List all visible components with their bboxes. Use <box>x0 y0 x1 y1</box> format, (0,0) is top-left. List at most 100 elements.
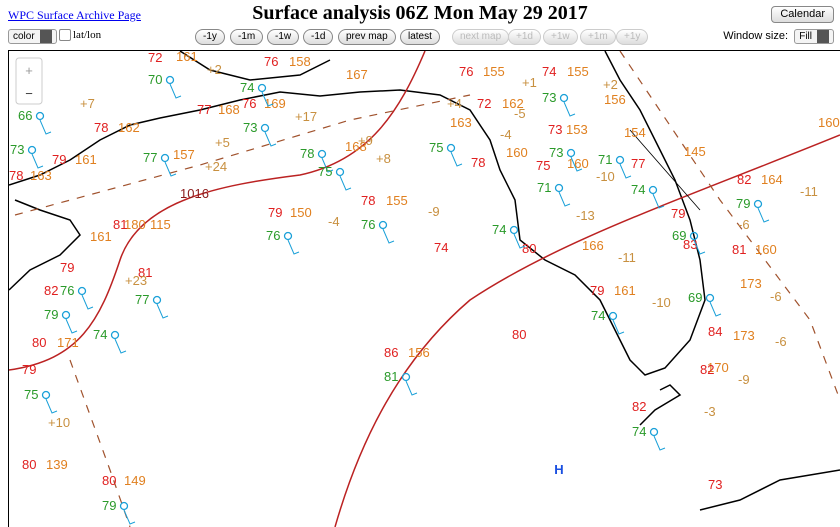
wind-barb <box>169 83 182 99</box>
latlon-label: lat/lon <box>73 29 102 41</box>
color-select[interactable]: color <box>8 29 57 44</box>
tendencie-label: +23 <box>125 273 147 288</box>
station-circle <box>446 143 456 153</box>
wind-barb <box>558 191 571 207</box>
latlon-option[interactable]: lat/lon <box>59 29 102 42</box>
dewpoint-label: 75 <box>24 387 38 402</box>
pressure-label: 170 <box>707 360 729 375</box>
station-circle <box>608 311 618 321</box>
window-size-select[interactable]: Fill <box>794 29 834 44</box>
station-circle <box>566 148 576 158</box>
tendencie-label: -11 <box>800 184 818 199</box>
station-circle <box>119 501 129 511</box>
dewpoint-label: 77 <box>143 150 157 165</box>
nav-button[interactable]: latest <box>400 29 440 45</box>
dewpoint-label: 76 <box>361 217 375 232</box>
station-circle <box>648 185 658 195</box>
temperature-label: 72 <box>477 96 491 111</box>
station-circle <box>705 293 715 303</box>
wind-barb <box>264 131 277 147</box>
temperature-label: 78 <box>94 120 108 135</box>
tendencie-label: +9 <box>358 133 373 148</box>
pressure-label: 160 <box>818 115 840 130</box>
temperature-label: 76 <box>459 64 473 79</box>
wind-barb <box>45 398 58 414</box>
temperature-label: 73 <box>548 122 562 137</box>
pressure-label: 173 <box>733 328 755 343</box>
station-circle <box>257 83 267 93</box>
pressure-label: 168 <box>345 139 367 154</box>
wind-barb <box>563 101 576 117</box>
zoom-control <box>15 57 43 105</box>
pressure-label: 180 <box>124 217 146 232</box>
dewpoint-label: 73 <box>10 142 24 157</box>
nav-button[interactable]: prev map <box>338 29 396 45</box>
dewpoint-label: 75 <box>429 140 443 155</box>
wind-barb <box>653 435 666 451</box>
nav-button[interactable]: -1w <box>267 29 300 45</box>
pressure-label: 149 <box>124 473 146 488</box>
calendar-button[interactable]: Calendar <box>771 6 834 23</box>
dewpoint-label: 74 <box>240 80 254 95</box>
nav-button[interactable]: -1d <box>303 29 334 45</box>
tendencie-label: -10 <box>652 295 671 310</box>
high-pressure: H <box>554 462 563 477</box>
wind-barb <box>450 151 463 167</box>
dewpoint-label: 69 <box>672 228 686 243</box>
dewpoint-label: 73 <box>549 145 563 160</box>
wind-barb <box>156 303 169 319</box>
wind-barb <box>287 239 300 255</box>
temperature-label: 79 <box>590 283 604 298</box>
pressure-label: 158 <box>289 54 311 69</box>
temperature-label: 75 <box>536 158 550 173</box>
pressure-label: 169 <box>264 96 286 111</box>
temperature-label: 80 <box>102 473 116 488</box>
archive-link[interactable]: WPC Surface Archive Page <box>8 8 141 22</box>
tendencie-label: +4 <box>447 96 462 111</box>
tendencie-label: +2 <box>207 62 222 77</box>
dewpoint-label: 69 <box>688 290 702 305</box>
nav-button[interactable]: -1y <box>195 29 225 45</box>
pressure-label: 162 <box>118 120 140 135</box>
pressure-label: 145 <box>684 144 706 159</box>
pressure-label: 155 <box>386 193 408 208</box>
nav-button[interactable]: -1m <box>230 29 264 45</box>
temperature-label: 82 <box>700 362 714 377</box>
zoom-in[interactable]: + <box>25 63 33 78</box>
nav-button: +1d <box>508 29 541 45</box>
pressure-label: 150 <box>290 205 312 220</box>
temperature-label: 72 <box>148 51 162 65</box>
station-circle <box>110 330 120 340</box>
checkbox[interactable] <box>59 29 71 42</box>
temperature-label: 82 <box>737 172 751 187</box>
pressure-label: 153 <box>566 122 588 137</box>
tendencie-label: +7 <box>80 96 95 111</box>
pressure-label: 139 <box>46 457 68 472</box>
tendencie-label: -4 <box>500 127 512 142</box>
zoom-out[interactable]: − <box>25 86 33 101</box>
temperature-label: 77 <box>631 156 645 171</box>
wind-barb <box>652 193 665 209</box>
station-circle <box>401 372 411 382</box>
pressure-label: 161 <box>90 229 112 244</box>
dewpoint-label: 76 <box>60 283 74 298</box>
dewpoint-label: 73 <box>542 90 556 105</box>
temperature-label: 80 <box>22 457 36 472</box>
temperature-label: 79 <box>52 152 66 167</box>
wind-barb <box>570 156 583 172</box>
wind-barb <box>619 163 632 179</box>
map[interactable]: + − H 1016 161 158 167 169 168 162 161 157 163 16… <box>8 50 840 527</box>
station-circle <box>77 286 87 296</box>
pressure-label: 155 <box>567 64 589 79</box>
pressure-label: 166 <box>582 238 604 253</box>
wind-barb <box>709 301 722 317</box>
temperature-label: 79 <box>268 205 282 220</box>
pressure-label: 160 <box>755 242 777 257</box>
tendencie-label: -6 <box>738 217 750 232</box>
pressure-label: 115 <box>150 217 171 232</box>
tendencie-label: +2 <box>603 77 618 92</box>
temperature-label: 78 <box>471 155 485 170</box>
tendencie-label: -3 <box>704 404 716 419</box>
station-circle <box>615 155 625 165</box>
wind-barb <box>65 318 78 334</box>
